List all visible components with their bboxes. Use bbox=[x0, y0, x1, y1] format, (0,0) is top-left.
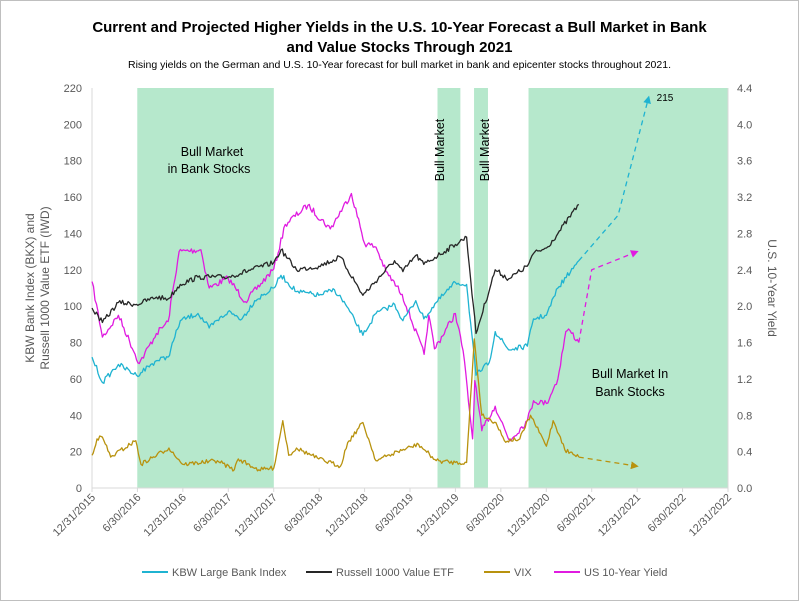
bull-market-label: Bank Stocks bbox=[595, 385, 664, 399]
x-tick-label: 6/30/2017 bbox=[191, 492, 234, 535]
y-tick-label-right: 0.8 bbox=[737, 410, 752, 422]
y-tick-label-left: 0 bbox=[76, 483, 82, 495]
bull-market-label: Bull Market bbox=[478, 118, 492, 181]
y-axis-left-title: KBW Bank Index (BKX) and bbox=[23, 213, 37, 362]
legend-label: KBW Large Bank Index bbox=[172, 567, 287, 579]
x-tick-label: 6/30/2022 bbox=[646, 492, 689, 535]
series-line bbox=[91, 338, 580, 472]
legend-label: Russell 1000 Value ETF bbox=[336, 567, 454, 579]
x-tick-label: 6/30/2020 bbox=[464, 492, 507, 535]
y-tick-label-right: 1.6 bbox=[737, 338, 752, 350]
y-tick-label-right: 2.8 bbox=[737, 228, 752, 240]
bull-market-label: Bull Market bbox=[181, 145, 244, 159]
y-tick-label-right: 3.6 bbox=[737, 156, 752, 168]
bull-market-label: in Bank Stocks bbox=[168, 162, 251, 176]
chart-subtitle: Rising yields on the German and U.S. 10-… bbox=[127, 59, 671, 71]
series-line bbox=[91, 192, 580, 442]
x-tick-label: 12/31/2015 bbox=[51, 492, 98, 539]
y-tick-label-right: 0.4 bbox=[737, 447, 752, 459]
x-tick-label: 12/31/2022 bbox=[687, 492, 734, 539]
y-tick-label-right: 3.2 bbox=[737, 192, 752, 204]
x-tick-label: 12/31/2018 bbox=[323, 492, 370, 539]
y-tick-label-left: 20 bbox=[70, 447, 82, 459]
x-tick-label: 6/30/2021 bbox=[555, 492, 598, 535]
series-line bbox=[91, 203, 580, 335]
y-tick-label-left: 80 bbox=[70, 338, 82, 350]
y-tick-label-left: 120 bbox=[64, 265, 82, 277]
y-tick-label-right: 2.0 bbox=[737, 301, 752, 313]
chart-title: Current and Projected Higher Yields in t… bbox=[92, 19, 707, 36]
y-tick-label-left: 160 bbox=[64, 192, 82, 204]
x-tick-label: 12/31/2017 bbox=[232, 492, 279, 539]
legend-label: US 10-Year Yield bbox=[584, 567, 667, 579]
projection-line bbox=[578, 250, 639, 343]
y-axis-left-title-line2: Russell 1000 Value ETF (IWD) bbox=[38, 206, 52, 369]
projection-line bbox=[578, 95, 651, 262]
y-tick-label-left: 180 bbox=[64, 156, 82, 168]
projection-annotation: 215 bbox=[657, 93, 674, 104]
y-tick-label-right: 2.4 bbox=[737, 265, 752, 277]
bull-market-band bbox=[137, 88, 274, 488]
bull-market-band bbox=[474, 88, 488, 488]
y-tick-label-left: 60 bbox=[70, 374, 82, 386]
y-tick-label-left: 100 bbox=[64, 301, 82, 313]
bull-market-band bbox=[528, 88, 728, 488]
chart-title-line2: and Value Stocks Through 2021 bbox=[286, 39, 513, 56]
y-tick-label-right: 4.0 bbox=[737, 119, 752, 131]
legend-label: VIX bbox=[514, 567, 532, 579]
y-tick-label-right: 4.4 bbox=[737, 83, 752, 95]
y-axis-right-title: U.S. 10-Year Yield bbox=[765, 239, 779, 337]
x-tick-label: 12/31/2016 bbox=[142, 492, 189, 539]
y-tick-label-left: 200 bbox=[64, 119, 82, 131]
y-tick-label-right: 1.2 bbox=[737, 374, 752, 386]
x-tick-label: 12/31/2019 bbox=[414, 492, 461, 539]
x-tick-label: 6/30/2016 bbox=[100, 492, 143, 535]
series-line bbox=[91, 260, 580, 384]
y-tick-label-right: 0.0 bbox=[737, 483, 752, 495]
y-tick-label-left: 40 bbox=[70, 410, 82, 422]
x-tick-label: 6/30/2018 bbox=[282, 492, 325, 535]
x-tick-label: 6/30/2019 bbox=[373, 492, 416, 535]
bull-market-label: Bull Market In bbox=[592, 367, 668, 381]
bull-market-label: Bull Market bbox=[433, 118, 447, 181]
x-tick-label: 12/31/2021 bbox=[596, 492, 643, 539]
y-tick-label-left: 220 bbox=[64, 83, 82, 95]
x-tick-label: 12/31/2020 bbox=[505, 492, 552, 539]
y-tick-label-left: 140 bbox=[64, 228, 82, 240]
projection-line bbox=[578, 456, 639, 470]
